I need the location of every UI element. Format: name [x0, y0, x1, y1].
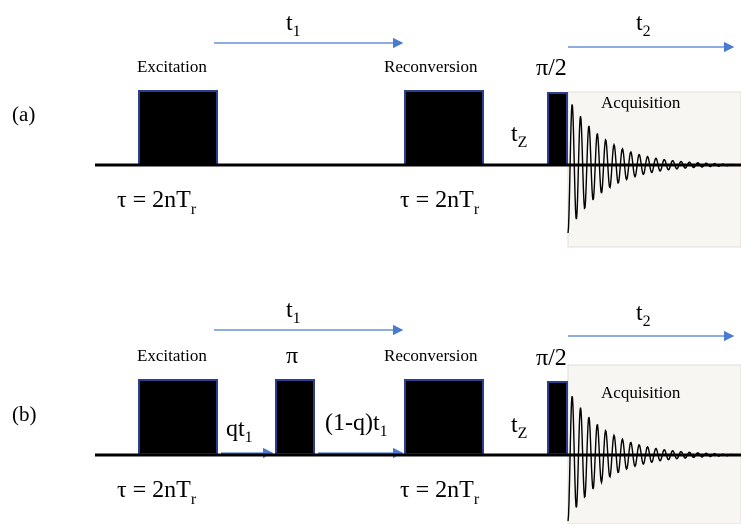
- reconversion-pulse-a: [404, 90, 484, 166]
- reconversion-pulse-b: [404, 379, 484, 455]
- tau-excitation-label-a: τ = 2nTr: [117, 187, 197, 218]
- t1-label-a: t1: [286, 10, 301, 40]
- acquisition-label-b: Acquisition: [601, 383, 681, 402]
- qt1-label-b: qt1: [226, 416, 253, 446]
- excitation-pulse-b: [138, 379, 218, 455]
- one-minus-q-label-b: (1-q)t1: [325, 410, 388, 440]
- pi-label-b: π: [286, 343, 298, 369]
- panel-a: t1 t2 Excitation Reconversion π/2 Acquis…: [12, 10, 741, 248]
- tau-reconversion-label-a: τ = 2nTr: [400, 187, 480, 218]
- acquisition-area-a: [567, 91, 741, 248]
- t2-label-a: t2: [636, 10, 651, 40]
- tz-label-b: tZ: [511, 412, 527, 442]
- pi-half-pulse-a: [547, 92, 568, 166]
- acquisition-label-a: Acquisition: [601, 93, 681, 112]
- pi-half-label-a: π/2: [536, 55, 567, 81]
- pi-half-pulse-b: [547, 381, 568, 455]
- reconversion-label-a: Reconversion: [384, 57, 478, 76]
- pi-half-label-b: π/2: [536, 345, 567, 371]
- acquisition-area-b: [567, 364, 741, 524]
- t1-label-b: t1: [286, 297, 301, 327]
- fid-signal-b: [567, 396, 739, 522]
- tz-label-a: tZ: [511, 121, 527, 151]
- panel-b: t1 t2 Excitation π Reconversion π/2 Acqu…: [12, 297, 741, 524]
- excitation-label-a: Excitation: [137, 57, 207, 76]
- excitation-label-b: Excitation: [137, 346, 207, 365]
- tau-reconversion-label-b: τ = 2nTr: [400, 477, 480, 508]
- tau-excitation-label-b: τ = 2nTr: [117, 477, 197, 508]
- reconversion-label-b: Reconversion: [384, 346, 478, 365]
- panel-label-b: (b): [12, 402, 37, 426]
- pi-pulse-b: [275, 379, 315, 455]
- panel-label-a: (a): [12, 102, 35, 126]
- excitation-pulse-a: [138, 90, 218, 166]
- t2-label-b: t2: [636, 300, 651, 330]
- fid-signal-a: [567, 104, 739, 234]
